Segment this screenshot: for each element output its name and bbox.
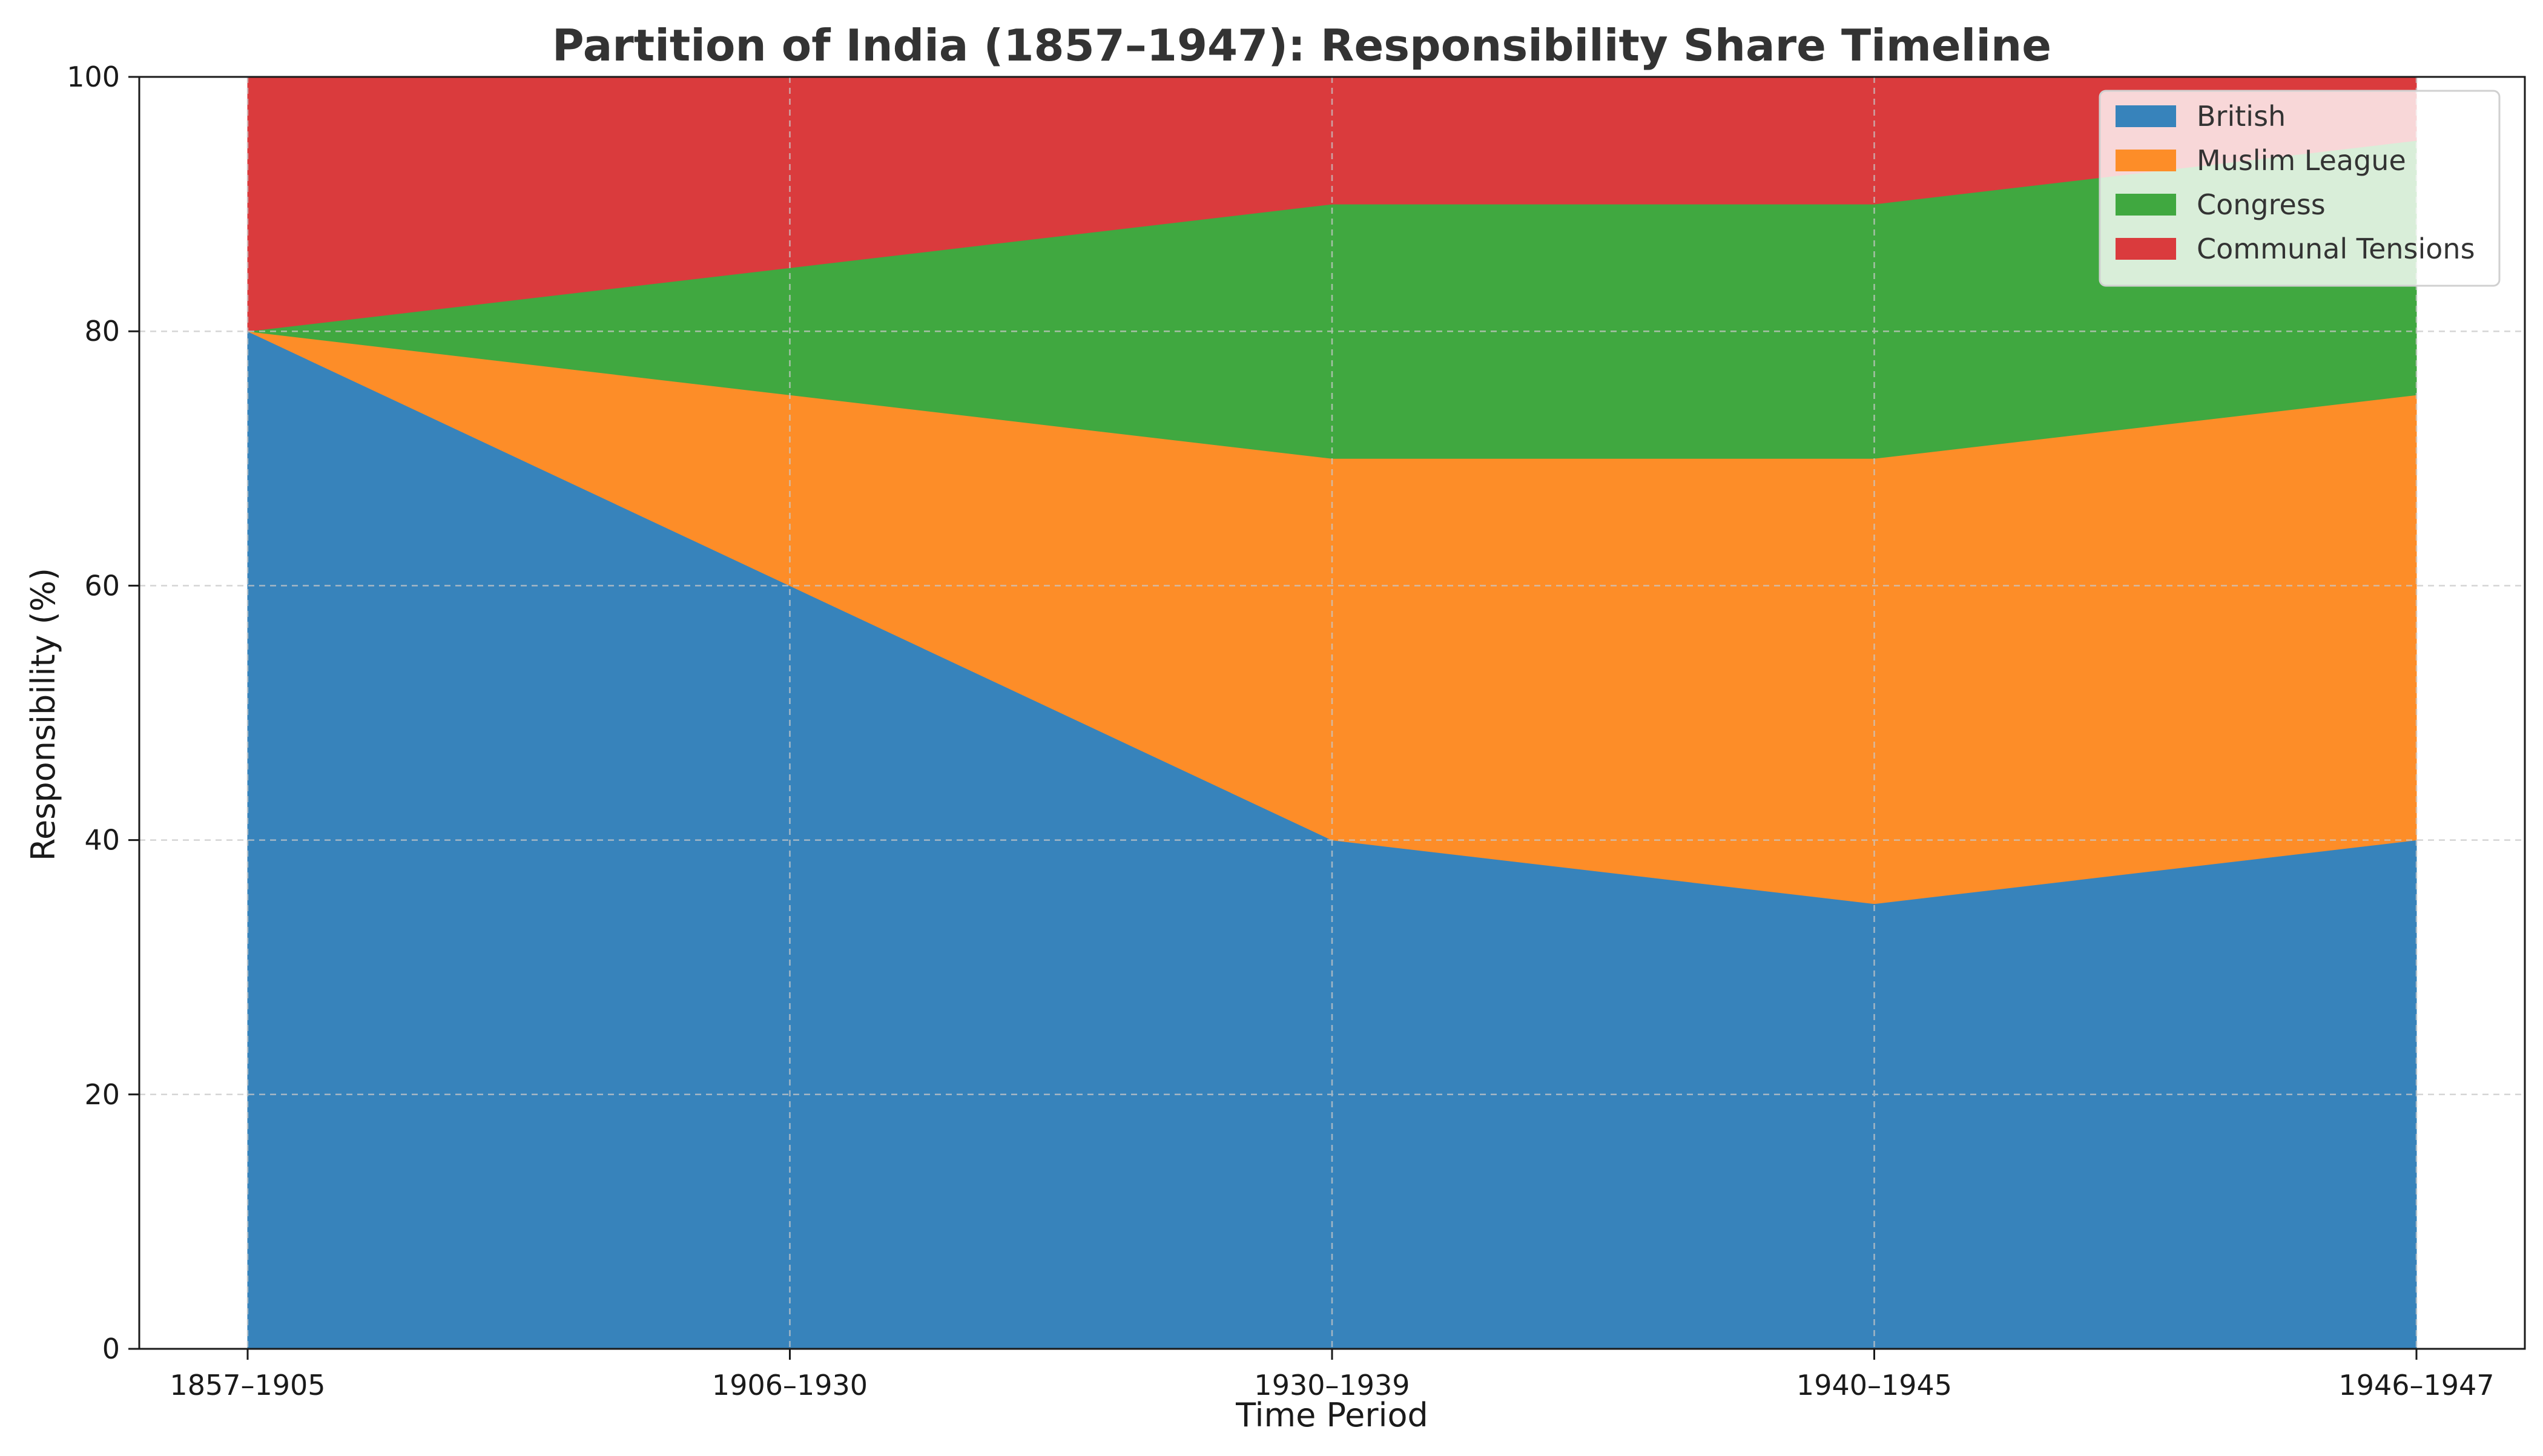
legend-label: Communal Tensions <box>2197 232 2475 265</box>
x-tick-label: 1906–1930 <box>712 1369 868 1402</box>
x-tick-label: 1930–1939 <box>1254 1369 1410 1402</box>
chart-title: Partition of India (1857–1947): Responsi… <box>552 20 2051 71</box>
legend-swatch-congress <box>2116 194 2176 216</box>
legend-swatch-muslim-league <box>2116 150 2176 171</box>
x-tick-label: 1940–1945 <box>1796 1369 1952 1402</box>
y-tick-label: 0 <box>102 1332 120 1365</box>
x-axis-label: Time Period <box>1235 1396 1428 1434</box>
legend-swatch-british <box>2116 105 2176 127</box>
legend-swatch-communal-tensions <box>2116 238 2176 260</box>
y-tick-label: 20 <box>84 1078 120 1111</box>
legend-label: Muslim League <box>2197 144 2406 177</box>
x-tick-label: 1946–1947 <box>2338 1369 2494 1402</box>
legend-label: British <box>2197 100 2286 133</box>
legend-label: Congress <box>2197 188 2326 221</box>
legend: British Muslim League Congress Communal Ten… <box>2099 90 2501 287</box>
y-tick-label: 40 <box>84 824 120 857</box>
legend-box <box>2099 90 2501 287</box>
x-tick-label: 1857–1905 <box>170 1369 325 1402</box>
axes: 0 20 40 60 80 100 1857–1905 1906–1930 1930–1939 1… <box>67 61 2526 1402</box>
y-axis-label: Responsibility (%) <box>24 568 62 861</box>
y-tick-label: 80 <box>84 315 120 348</box>
y-tick-label: 100 <box>67 61 120 93</box>
y-tick-label: 60 <box>84 569 120 602</box>
